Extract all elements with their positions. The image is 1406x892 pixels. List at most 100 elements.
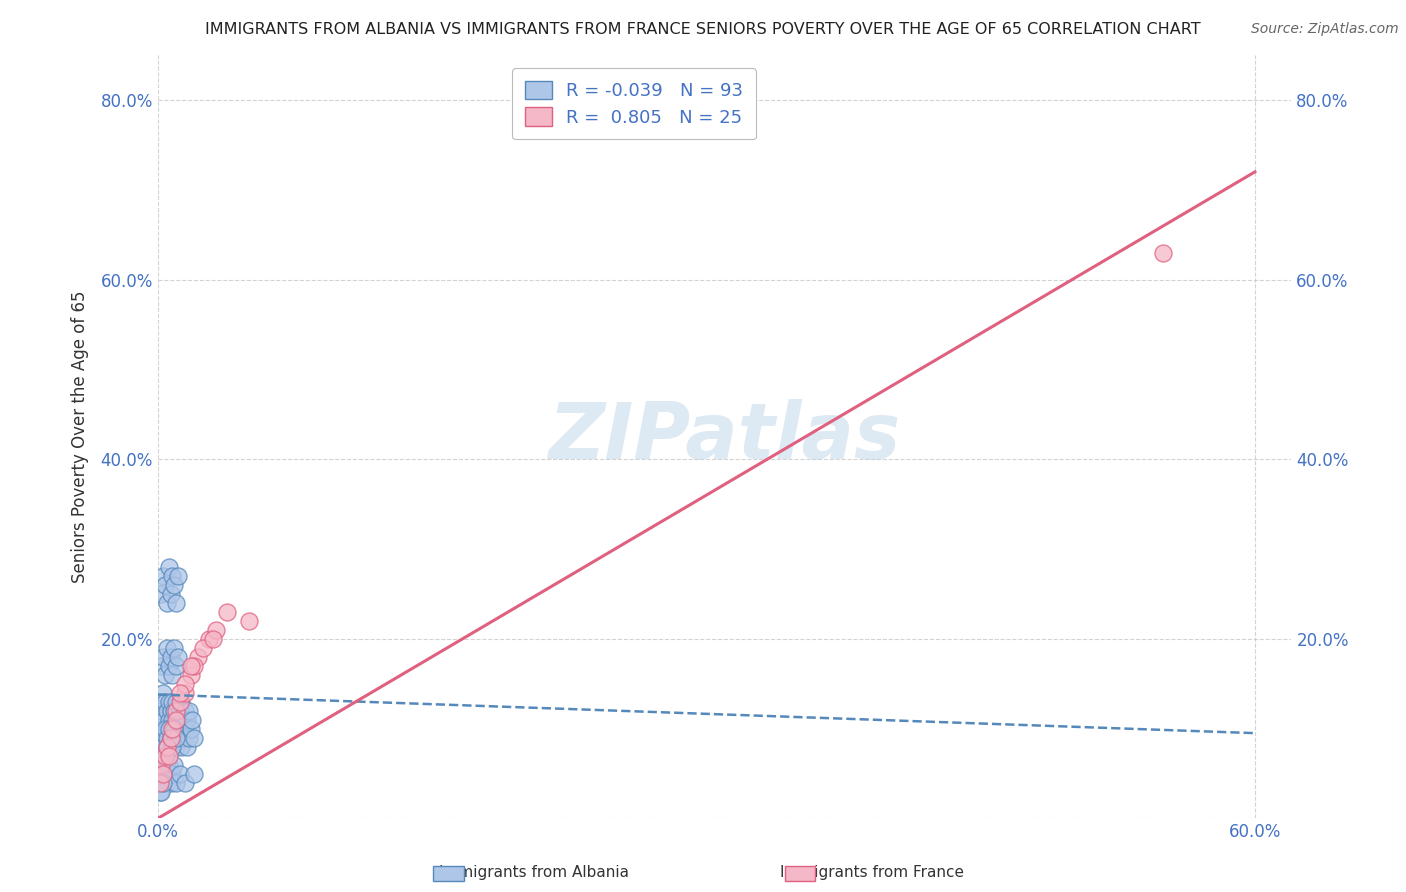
Point — [157, 748, 180, 763]
Point — [159, 775, 181, 789]
Point — [163, 704, 186, 718]
Point — [205, 623, 228, 637]
Point — [159, 587, 181, 601]
Point — [156, 775, 179, 789]
Point — [165, 713, 187, 727]
Point — [152, 739, 174, 754]
Legend: R = -0.039   N = 93, R =  0.805   N = 25: R = -0.039 N = 93, R = 0.805 N = 25 — [512, 68, 756, 139]
Point — [166, 731, 188, 745]
Point — [201, 632, 224, 646]
Point — [148, 766, 170, 780]
Text: IMMIGRANTS FROM ALBANIA VS IMMIGRANTS FROM FRANCE SENIORS POVERTY OVER THE AGE O: IMMIGRANTS FROM ALBANIA VS IMMIGRANTS FR… — [205, 22, 1201, 37]
Point — [172, 731, 194, 745]
Point — [169, 704, 191, 718]
Point — [153, 731, 176, 745]
Point — [159, 731, 181, 745]
Point — [157, 722, 180, 736]
Point — [150, 766, 173, 780]
Point — [153, 748, 176, 763]
Point — [169, 766, 191, 780]
Point — [156, 739, 179, 754]
Point — [176, 739, 198, 754]
Point — [180, 722, 202, 736]
Text: Immigrants from Albania: Immigrants from Albania — [439, 865, 630, 880]
Point — [180, 658, 202, 673]
Point — [150, 731, 173, 745]
Y-axis label: Seniors Poverty Over the Age of 65: Seniors Poverty Over the Age of 65 — [72, 291, 89, 583]
Point — [152, 766, 174, 780]
Point — [174, 722, 197, 736]
Point — [148, 748, 170, 763]
Point — [165, 704, 187, 718]
Point — [180, 667, 202, 681]
Point — [165, 596, 187, 610]
Point — [238, 614, 260, 628]
Point — [156, 596, 179, 610]
Point — [157, 739, 180, 754]
Point — [156, 640, 179, 655]
Point — [157, 757, 180, 772]
Point — [150, 748, 173, 763]
Point — [157, 560, 180, 574]
Point — [159, 722, 181, 736]
Point — [150, 757, 173, 772]
Point — [153, 722, 176, 736]
Point — [150, 658, 173, 673]
Point — [159, 704, 181, 718]
Point — [162, 713, 184, 727]
Point — [150, 722, 173, 736]
Point — [148, 757, 170, 772]
Point — [163, 731, 186, 745]
Point — [152, 775, 174, 789]
Point — [165, 658, 187, 673]
Point — [152, 775, 174, 789]
Point — [150, 704, 173, 718]
Point — [217, 605, 239, 619]
Point — [172, 713, 194, 727]
Point — [166, 713, 188, 727]
Point — [157, 695, 180, 709]
Point — [165, 722, 187, 736]
Point — [157, 713, 180, 727]
Point — [193, 640, 215, 655]
Point — [174, 686, 197, 700]
Point — [169, 686, 191, 700]
Point — [148, 784, 170, 798]
Point — [163, 722, 186, 736]
Point — [177, 704, 200, 718]
Point — [162, 722, 184, 736]
Point — [163, 578, 186, 592]
Point — [148, 775, 170, 789]
Point — [152, 757, 174, 772]
Point — [163, 640, 186, 655]
Point — [156, 704, 179, 718]
Point — [153, 766, 176, 780]
Point — [159, 731, 181, 745]
Point — [170, 739, 193, 754]
Point — [174, 775, 197, 789]
Point — [174, 677, 197, 691]
Point — [181, 713, 204, 727]
Point — [183, 658, 205, 673]
Point — [156, 757, 179, 772]
Point — [165, 739, 187, 754]
Point — [156, 731, 179, 745]
Point — [177, 731, 200, 745]
Point — [162, 695, 184, 709]
Point — [153, 713, 176, 727]
Point — [150, 587, 173, 601]
Point — [183, 766, 205, 780]
Point — [153, 748, 176, 763]
Point — [150, 784, 173, 798]
Point — [176, 713, 198, 727]
Point — [159, 731, 181, 745]
Point — [157, 658, 180, 673]
Point — [152, 649, 174, 664]
Point — [165, 731, 187, 745]
Point — [165, 695, 187, 709]
Point — [156, 739, 179, 754]
Point — [162, 739, 184, 754]
Point — [163, 757, 186, 772]
Point — [156, 722, 179, 736]
Point — [170, 695, 193, 709]
